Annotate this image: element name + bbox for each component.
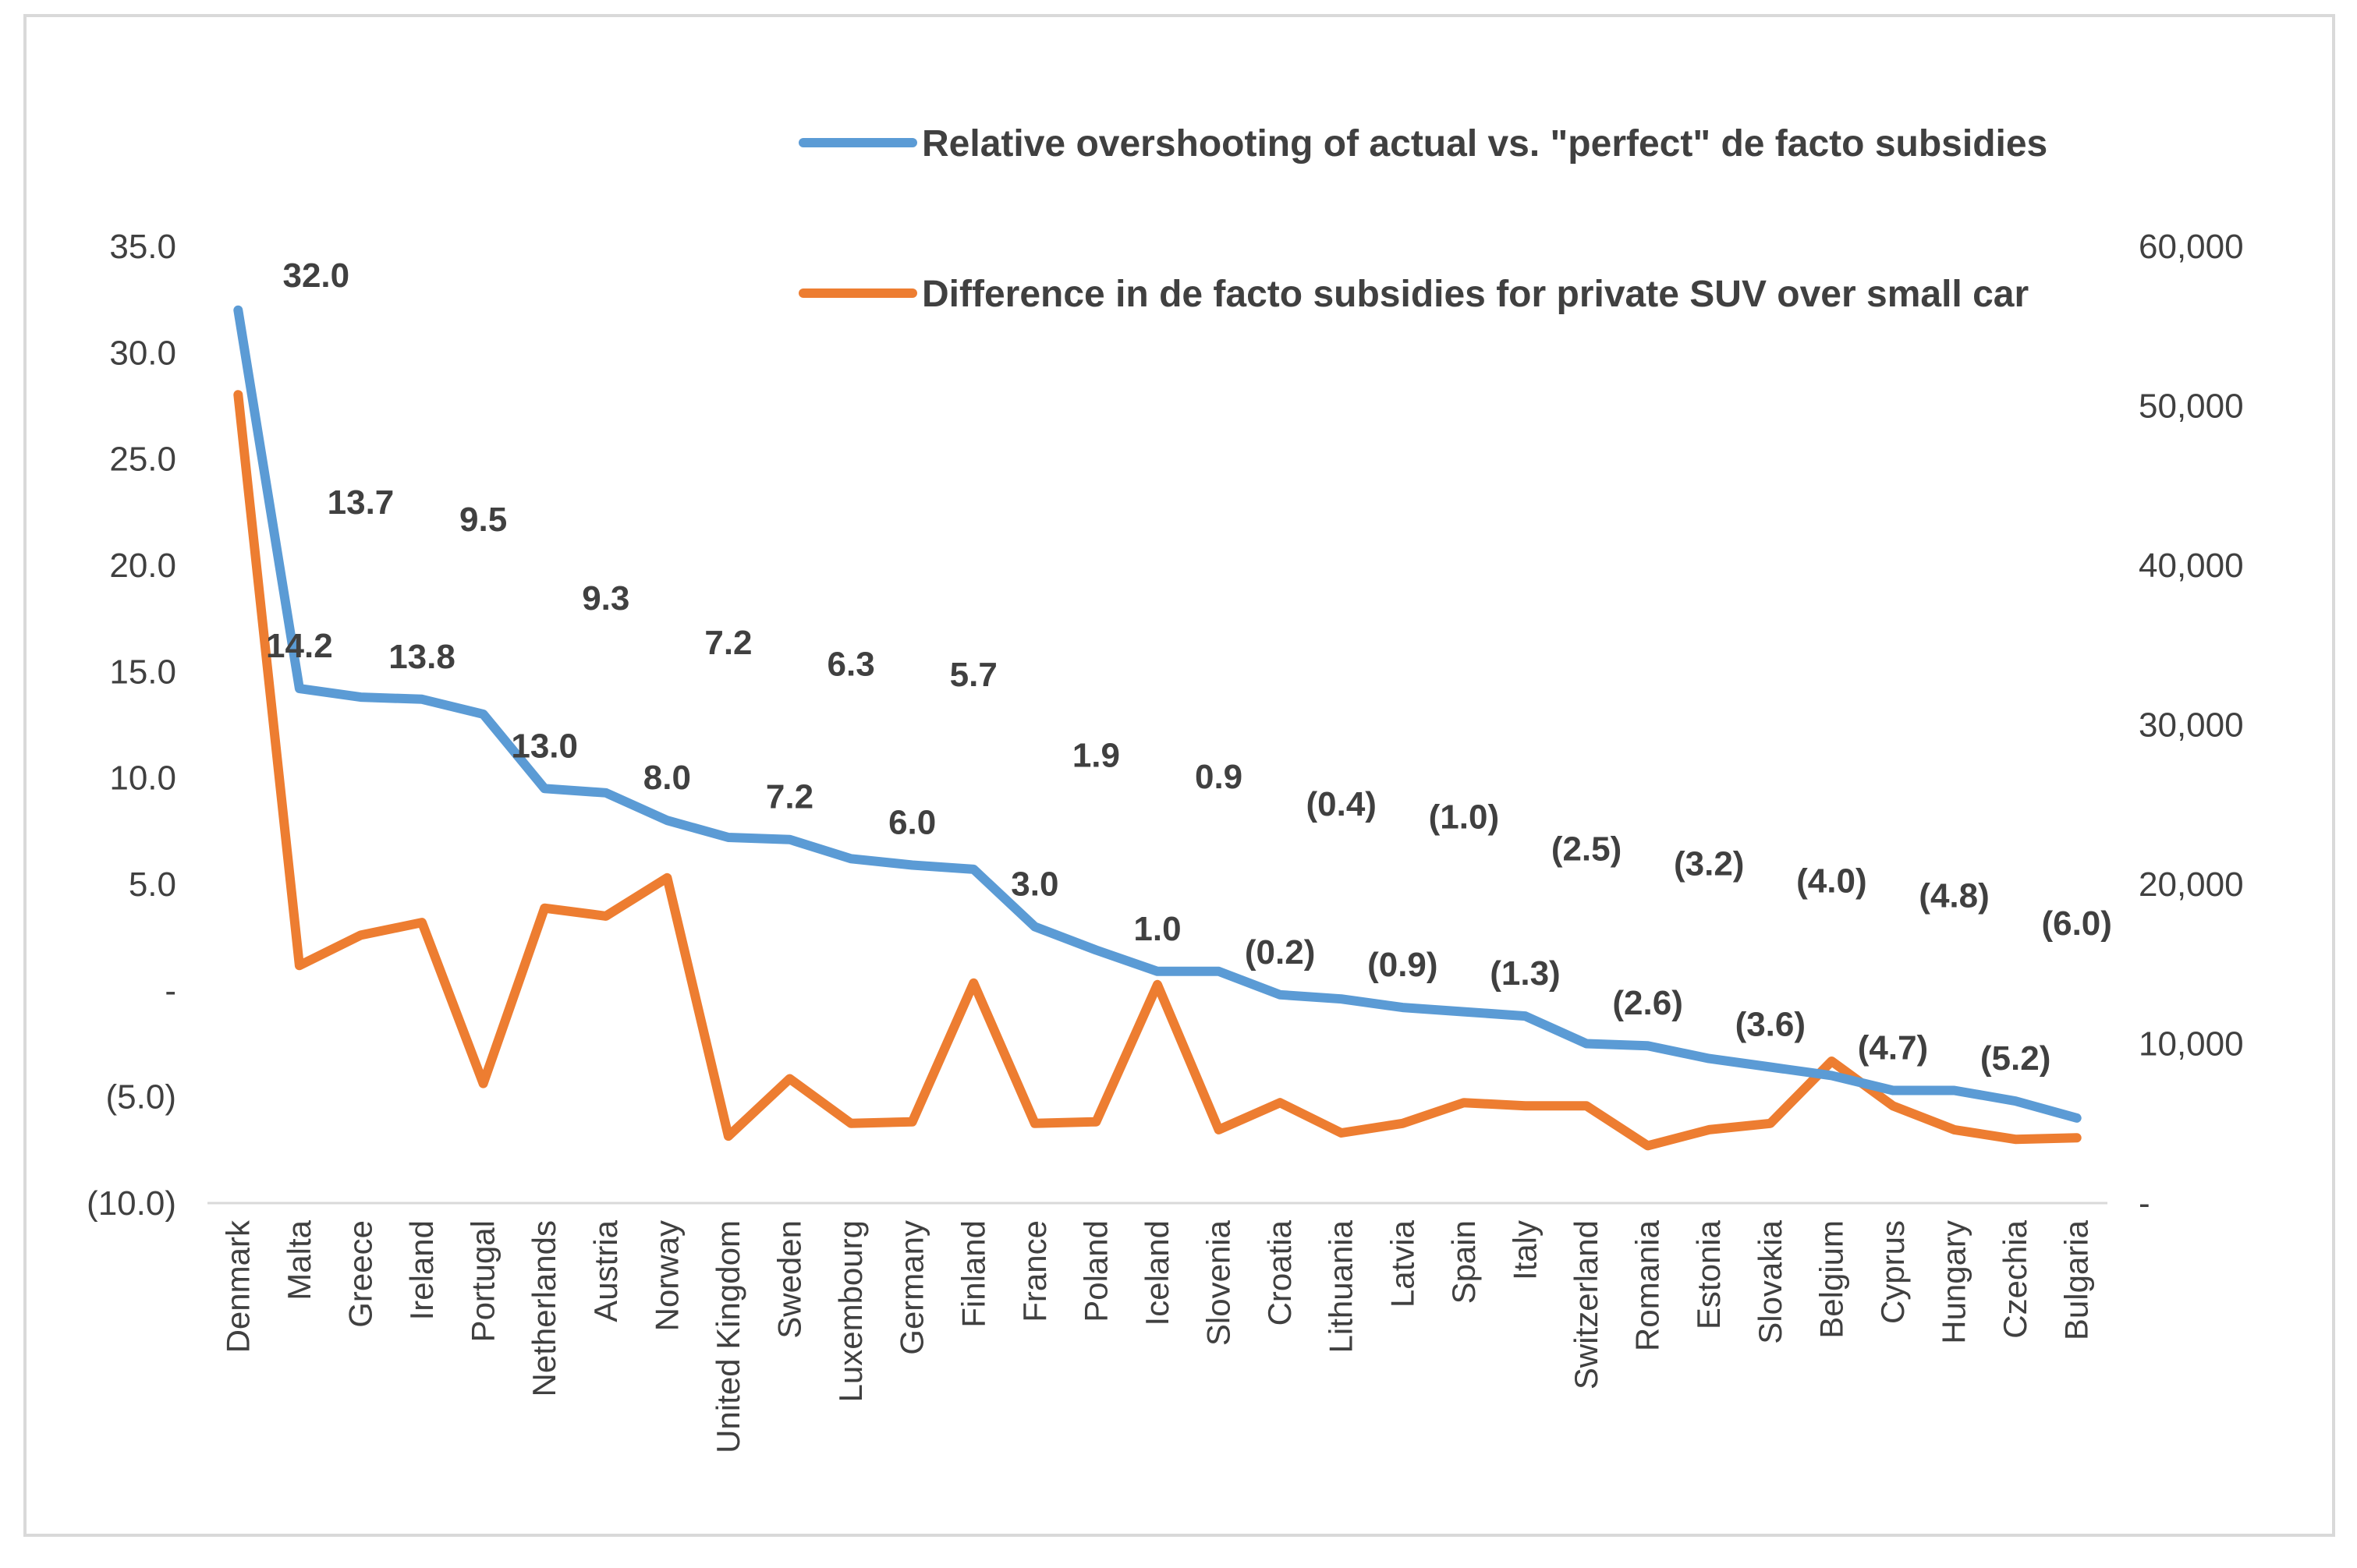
category-label: Slovakia [1752, 1219, 1788, 1343]
category-label: Romania [1629, 1219, 1666, 1351]
data-label: 9.3 [582, 579, 629, 618]
data-label: 13.0 [511, 727, 578, 765]
left-tick-label: 20.0 [109, 547, 176, 585]
legend-label-orange: Difference in de facto subsidies for pri… [922, 274, 2029, 315]
data-label: (5.2) [1980, 1039, 2050, 1078]
category-label: Czechia [1997, 1219, 2033, 1338]
category-label: Netherlands [526, 1220, 562, 1396]
data-label: (6.0) [2041, 904, 2111, 943]
right-tick-label: 40,000 [2139, 547, 2244, 585]
right-tick-label: 10,000 [2139, 1025, 2244, 1064]
category-label: Italy [1506, 1220, 1543, 1280]
data-label: 14.2 [266, 627, 333, 665]
left-tick-label: 35.0 [109, 228, 176, 266]
data-label: 6.3 [828, 645, 875, 683]
data-label: 32.0 [282, 257, 349, 295]
data-label: (0.9) [1367, 946, 1437, 984]
category-label: Norway [648, 1220, 685, 1331]
data-label: 3.0 [1011, 865, 1058, 904]
data-label: (0.4) [1306, 785, 1376, 823]
data-label: 1.0 [1133, 910, 1181, 948]
left-tick-label: (5.0) [106, 1078, 176, 1117]
category-label: Portugal [465, 1220, 502, 1342]
data-label: 1.9 [1072, 737, 1120, 775]
data-label: 8.0 [643, 759, 691, 797]
data-label: (4.0) [1796, 862, 1866, 900]
category-label: Germany [894, 1220, 930, 1355]
category-label: Hungary [1936, 1220, 1972, 1344]
right-tick-label: 60,000 [2139, 228, 2244, 266]
category-label: France [1016, 1220, 1053, 1322]
legend-label-blue: Relative overshooting of actual vs. "per… [922, 123, 2047, 165]
category-label: United Kingdom [710, 1220, 746, 1453]
data-label: 6.0 [888, 803, 936, 841]
category-label: Luxembourg [832, 1220, 869, 1402]
right-tick-label: - [2139, 1184, 2150, 1223]
category-label: Poland [1077, 1220, 1114, 1322]
data-label: 13.8 [388, 638, 455, 676]
series-lines [233, 305, 2082, 1151]
data-label: 5.7 [950, 656, 998, 694]
category-label: Ireland [403, 1220, 440, 1320]
data-label: 9.5 [459, 501, 507, 539]
category-label: Cyprus [1874, 1220, 1911, 1324]
category-label: Austria [587, 1219, 624, 1322]
right-tick-label: 50,000 [2139, 388, 2244, 426]
category-label: Finland [955, 1220, 991, 1328]
category-label: Slovenia [1200, 1219, 1237, 1346]
right-tick-label: 20,000 [2139, 865, 2244, 904]
category-label: Belgium [1813, 1220, 1849, 1339]
category-label: Switzerland [1568, 1220, 1604, 1389]
data-label: (4.7) [1858, 1028, 1928, 1067]
left-tick-label: 15.0 [109, 653, 176, 691]
data-label: (0.2) [1245, 933, 1315, 972]
category-label: Iceland [1139, 1220, 1175, 1326]
category-label: Denmark [219, 1219, 256, 1353]
left-tick-label: 25.0 [109, 441, 176, 479]
category-label: Lithuania [1323, 1219, 1359, 1353]
data-label: (1.0) [1429, 798, 1499, 837]
data-labels: 32.0 14.2 13.7 13.8 9.5 13.0 9.3 8.0 7.2 7.2 6.3 6.… [266, 257, 2112, 1078]
left-tick-label: (10.0) [87, 1184, 176, 1223]
category-label: Latvia [1384, 1219, 1420, 1308]
category-label: Estonia [1690, 1219, 1727, 1329]
data-label: (3.6) [1735, 1005, 1806, 1043]
left-tick-label: 10.0 [109, 759, 176, 798]
left-tick-label: - [165, 972, 176, 1010]
axes-group: 35.0 30.0 25.0 20.0 15.0 10.0 5.0 - (5.0) (10.0) 6… [87, 228, 2244, 1453]
data-label: 0.9 [1195, 758, 1242, 796]
category-label: Malta [281, 1219, 317, 1300]
data-label: 13.7 [328, 483, 395, 522]
category-label: Bulgaria [2058, 1219, 2095, 1340]
data-label: (2.6) [1612, 984, 1682, 1022]
data-label: (2.5) [1551, 830, 1622, 869]
chart-frame: 35.0 30.0 25.0 20.0 15.0 10.0 5.0 - (5.0) (10.0) 6… [23, 14, 2335, 1537]
category-label: Spain [1445, 1220, 1482, 1304]
chart-canvas: 35.0 30.0 25.0 20.0 15.0 10.0 5.0 - (5.0) (10.0) 6… [87, 123, 2244, 1453]
data-label: (1.3) [1490, 954, 1560, 993]
right-tick-label: 30,000 [2139, 706, 2244, 745]
category-label: Sweden [771, 1220, 808, 1339]
data-label: 7.2 [766, 778, 813, 816]
legend: Relative overshooting of actual vs. "per… [799, 123, 2047, 315]
category-label: Greece [342, 1220, 378, 1328]
data-label: (4.8) [1919, 876, 1989, 915]
left-tick-label: 30.0 [109, 334, 176, 372]
category-label: Croatia [1261, 1219, 1298, 1326]
left-tick-label: 5.0 [129, 865, 176, 904]
data-label: 7.2 [704, 624, 752, 662]
data-label: (3.2) [1674, 845, 1744, 883]
